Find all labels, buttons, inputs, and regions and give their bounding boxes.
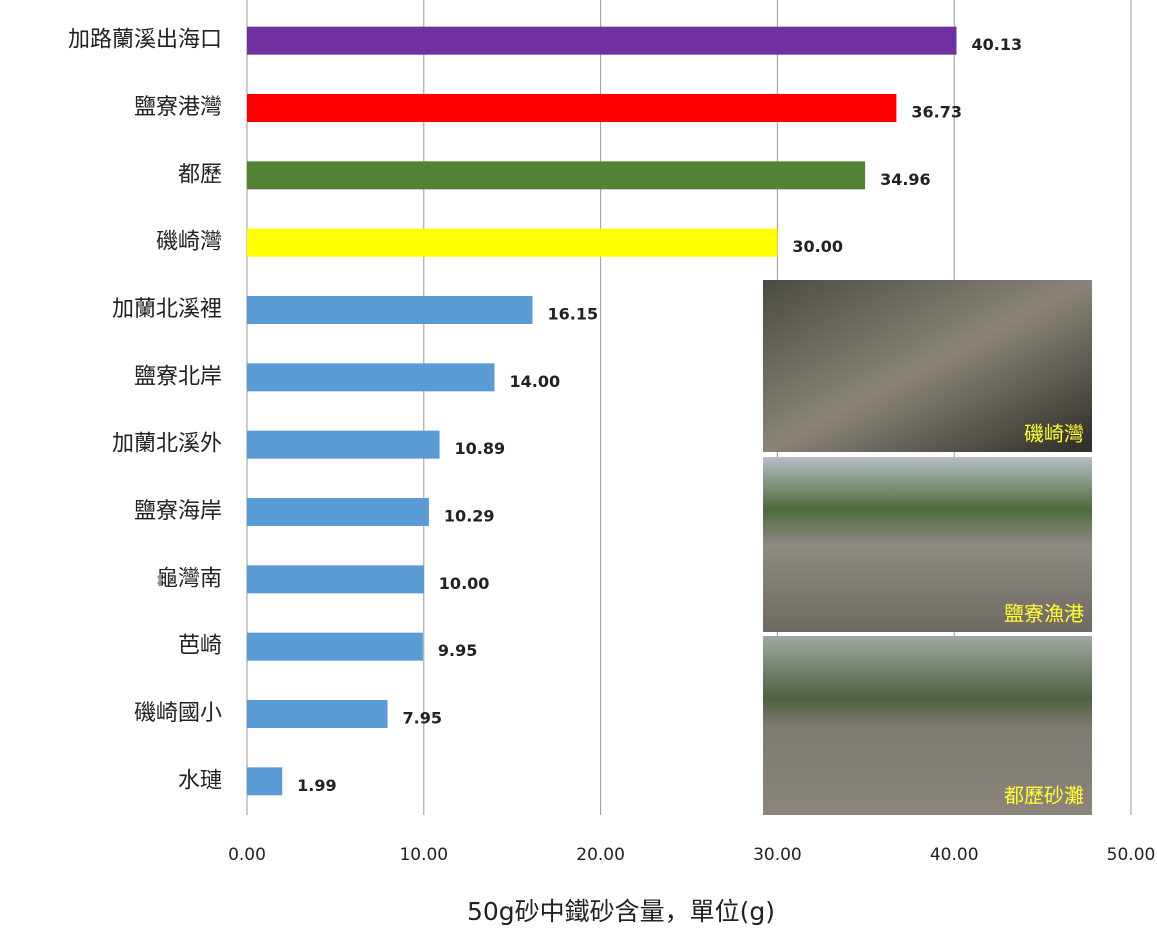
photo-label: 都歷砂灘 (1004, 784, 1084, 808)
value-label: 10.89 (455, 439, 506, 458)
bar (247, 430, 440, 459)
y-tick-label: 磯崎灣 (156, 230, 222, 255)
bar (247, 228, 778, 257)
value-label: 10.00 (439, 574, 490, 593)
y-tick-label: 都歷 (178, 162, 222, 187)
bar (247, 363, 495, 392)
bar (247, 498, 429, 526)
y-tick-label: 磯崎國小 (134, 701, 222, 726)
y-tick-label: 鹽寮北岸 (134, 364, 222, 389)
bar (247, 94, 897, 122)
bar (247, 767, 283, 796)
y-tick-label: 鹽寮海岸 (134, 499, 222, 524)
y-tick-label: 水璉 (178, 768, 222, 793)
bar (247, 161, 866, 190)
bar (247, 26, 957, 55)
y-tick-label: 芭崎 (178, 634, 222, 659)
value-label: 1.99 (297, 776, 336, 795)
photo (763, 280, 1092, 452)
value-label: 36.73 (911, 103, 962, 122)
bar (247, 632, 423, 661)
x-tick-label: 10.00 (399, 845, 448, 865)
value-label: 34.96 (880, 170, 931, 189)
value-label: 16.15 (548, 305, 599, 324)
photo (763, 636, 1092, 815)
value-label: 14.00 (510, 372, 561, 391)
x-axis-label: 50g砂中鐵砂含量，單位(g) (467, 897, 775, 926)
y-tick-label: 加蘭北溪裡 (112, 297, 222, 322)
x-tick-label: 50.00 (1107, 845, 1156, 865)
value-label: 7.95 (403, 709, 442, 728)
x-tick-label: 20.00 (576, 845, 625, 865)
bar (247, 296, 533, 324)
bar (247, 700, 388, 728)
value-label: 9.95 (438, 641, 477, 660)
photo-label: 鹽寮漁港 (1004, 602, 1084, 626)
y-tick-label: 加路蘭溪出海口 (68, 28, 222, 53)
value-label: 30.00 (792, 237, 843, 256)
x-tick-label: 0.00 (228, 845, 266, 865)
photo (763, 457, 1092, 632)
photo-label: 磯崎灣 (1024, 422, 1084, 446)
x-tick-label: 40.00 (930, 845, 979, 865)
x-tick-label: 30.00 (753, 845, 802, 865)
y-tick-label: 加蘭北溪外 (112, 432, 222, 457)
y-tick-label: 鹽寮港灣 (134, 95, 222, 120)
value-label: 40.13 (971, 35, 1022, 54)
bar (247, 565, 424, 594)
value-label: 10.29 (444, 507, 495, 526)
photos: 磯崎灣 鹽寮漁港 都歷砂灘 (763, 280, 1092, 815)
y-tick-label: 龜灣南 (156, 566, 222, 591)
